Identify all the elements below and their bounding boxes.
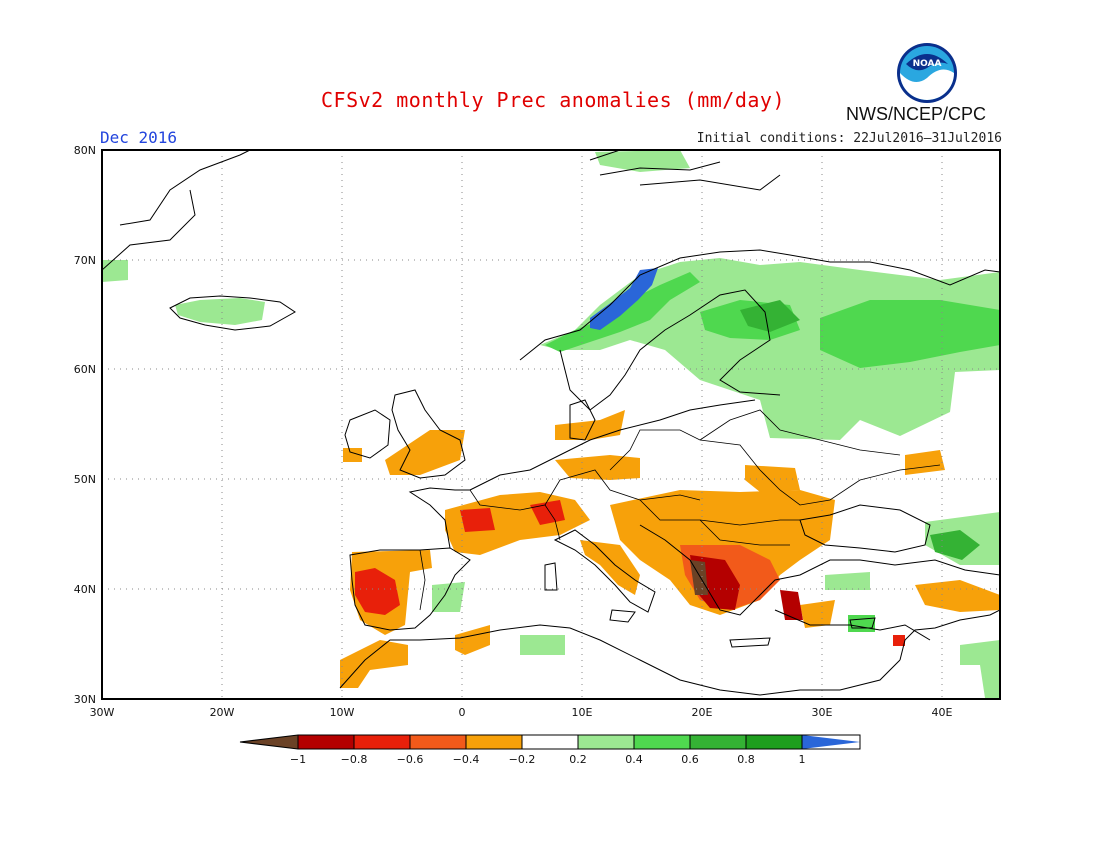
- anomaly-dry-west-mediterranean: [455, 625, 490, 655]
- lat-tick-label: 70N: [74, 254, 96, 267]
- lon-tick-label: 20W: [210, 706, 235, 719]
- colorbar-swatch: [354, 735, 410, 749]
- colorbar-swatch: [634, 735, 690, 749]
- lat-tick-label: 80N: [74, 144, 96, 157]
- anomaly-dry-denmark: [555, 410, 625, 440]
- anomaly-dry-ireland: [343, 448, 362, 462]
- colorbar-label: −0.8: [341, 753, 368, 766]
- colorbar-label: −1: [290, 753, 306, 766]
- lat-tick-label: 50N: [74, 473, 96, 486]
- coast-balkans: [639, 524, 1000, 616]
- anomaly-dry-uk: [385, 430, 465, 475]
- coastlines: [102, 150, 1000, 696]
- anomaly-wet-north-africa: [520, 635, 565, 655]
- coast-cyprus: [849, 617, 876, 629]
- anomaly-dry-russia-south: [905, 450, 945, 475]
- anomaly-wet-northern-russia: [820, 300, 1000, 368]
- colorbar-swatch: [746, 735, 802, 749]
- anomaly-field: [102, 150, 1000, 698]
- colorbar-low-arrow: [240, 735, 298, 749]
- coast-denmark: [569, 399, 596, 441]
- lon-tick-label: 40E: [932, 706, 953, 719]
- noaa-logo: NOAA: [896, 42, 958, 108]
- colorbar-label: 0.8: [737, 753, 755, 766]
- coast-crete: [729, 637, 771, 648]
- colorbar: −1 −0.8 −0.6 −0.4 −0.2 0.2 0.4 0.6 0.8 1: [239, 734, 861, 766]
- coast-britain: [391, 389, 466, 479]
- coast-levant: [899, 609, 1000, 661]
- lat-tick-label: 30N: [74, 693, 96, 706]
- colorbar-label: −0.4: [453, 753, 480, 766]
- lon-axis: 30W 20W 10W 0 10E 20E 30E 40E: [90, 706, 953, 719]
- coast-italy: [553, 529, 656, 613]
- anomaly-dry-italy: [580, 540, 640, 595]
- colorbar-label: 0.4: [625, 753, 643, 766]
- colorbar-swatch: [466, 735, 522, 749]
- lon-tick-label: 30E: [812, 706, 833, 719]
- map-frame: [101, 149, 1001, 700]
- colorbar-swatch: [690, 735, 746, 749]
- lat-tick-label: 60N: [74, 363, 96, 376]
- colorbar-high-arrow: [802, 735, 860, 749]
- coast-svalbard: [589, 150, 781, 191]
- initial-conditions: Initial conditions: 22Jul2016–31Jul2016: [696, 131, 1002, 146]
- colorbar-swatch: [410, 735, 466, 749]
- anomaly-wet-anatolia: [825, 572, 870, 590]
- country-borders: [419, 409, 941, 611]
- coast-sicily: [609, 609, 636, 623]
- anomaly-dry-morocco: [340, 640, 408, 688]
- anomaly-very-dry-cyprus-east: [893, 635, 905, 646]
- anomaly-moderately-dry-france: [460, 508, 495, 532]
- anomaly-wet-iceland: [175, 298, 265, 325]
- coast-iberia: [349, 547, 471, 631]
- lon-tick-label: 10E: [572, 706, 593, 719]
- anomaly-wet-levant: [960, 640, 1000, 698]
- lon-tick-label: 10W: [330, 706, 355, 719]
- anomaly-moderately-dry-portugal: [355, 568, 400, 615]
- anomaly-wet-svalbard: [595, 150, 690, 172]
- anomaly-wet-cyprus: [848, 615, 875, 632]
- colorbar-swatch-neutral: [522, 735, 578, 749]
- coast-france-west: [408, 487, 470, 549]
- colorbar-label: −0.6: [397, 753, 424, 766]
- lat-tick-label: 40N: [74, 583, 96, 596]
- anomaly-extremely-dry-albania: [690, 560, 708, 595]
- colorbar-label: 0.2: [569, 753, 587, 766]
- lat-axis: 30N 40N 50N 60N 70N 80N: [74, 144, 96, 706]
- agency-label: NWS/NCEP/CPC: [846, 104, 987, 124]
- anomaly-dry-turkey-south: [800, 600, 835, 628]
- colorbar-swatch: [298, 735, 354, 749]
- anomaly-dry-ukraine: [745, 465, 800, 492]
- anomaly-wet-iberia-east: [432, 582, 465, 612]
- coast-europe-north: [469, 399, 756, 491]
- lon-tick-label: 20E: [692, 706, 713, 719]
- coast-black-sea: [799, 504, 931, 553]
- logo-text: NOAA: [913, 59, 942, 69]
- anomaly-dry-iran: [915, 580, 1000, 612]
- map-title: CFSv2 monthly Prec anomalies (mm/day): [320, 88, 786, 112]
- forecast-month: Dec 2016: [100, 128, 178, 147]
- colorbar-label: 1: [799, 753, 806, 766]
- coast-sardinia: [544, 562, 558, 591]
- colorbar-label: −0.2: [509, 753, 536, 766]
- colorbar-swatch: [578, 735, 634, 749]
- coast-ireland: [344, 409, 391, 459]
- lon-tick-label: 30W: [90, 706, 115, 719]
- coast-iceland: [169, 295, 296, 331]
- coast-greenland: [102, 150, 251, 271]
- coast-scandinavia: [519, 249, 1000, 411]
- anomaly-wet-karelia: [740, 300, 800, 332]
- lon-tick-label: 0: [459, 706, 466, 719]
- anomaly-very-dry-aegean: [780, 590, 803, 620]
- anomaly-wet-greenland-edge: [102, 260, 128, 282]
- colorbar-label: 0.6: [681, 753, 699, 766]
- coast-north-africa: [339, 624, 901, 696]
- anomaly-very-wet-norway: [590, 268, 658, 330]
